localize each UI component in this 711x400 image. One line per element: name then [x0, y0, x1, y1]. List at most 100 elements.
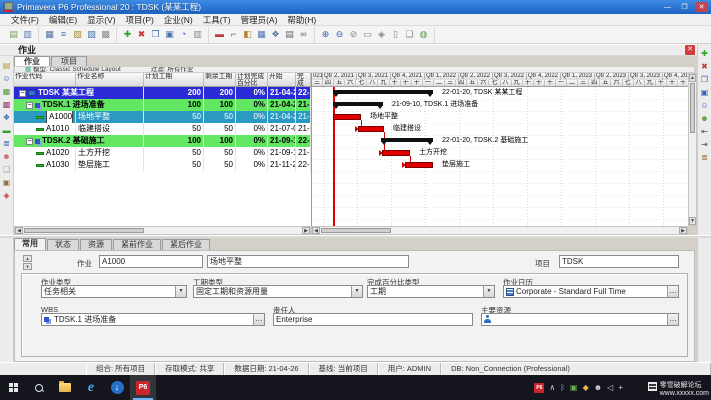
zoom-out-icon[interactable]: ⊖	[335, 29, 344, 39]
task-bar[interactable]	[382, 150, 410, 156]
timescale-month-21[interactable]: 十	[545, 80, 556, 86]
task-bar[interactable]	[333, 114, 361, 120]
wbs-view-icon[interactable]: ❖	[2, 113, 11, 122]
timescale-month-24[interactable]: 三	[578, 80, 590, 86]
activities-view-icon[interactable]: ▬	[2, 126, 11, 135]
timescale-quarter-3[interactable]: Qtr 4, 2021	[391, 73, 425, 80]
column-header-0[interactable]: 作业代码	[14, 73, 76, 86]
collapse-toggle-icon[interactable]: −	[26, 137, 33, 145]
scroll-right-icon[interactable]: ▶	[302, 227, 310, 234]
primary-resource-field[interactable]: …	[481, 313, 679, 326]
dropdown-arrow-icon[interactable]: ▼	[351, 286, 362, 297]
timescale-month-29[interactable]: 八	[634, 80, 645, 86]
minimize-button[interactable]: —	[664, 3, 671, 11]
activity-spinner[interactable]: ▲ ▼	[23, 255, 32, 270]
column-header-6[interactable]: 完成	[296, 73, 311, 86]
activity-steps-icon[interactable]: ≣	[701, 153, 708, 162]
scroll-thumb[interactable]	[321, 228, 391, 233]
open-layout-icon[interactable]: ▤	[9, 29, 18, 39]
menu-item-7[interactable]: 帮助(H)	[287, 14, 317, 25]
timescale-month-14[interactable]: 五	[467, 80, 479, 86]
assign-successors-icon[interactable]: ⇥	[701, 140, 708, 149]
timescale-month-6[interactable]: 九	[378, 80, 390, 86]
column-header-5[interactable]: 开始	[268, 73, 296, 86]
timescale-month-25[interactable]: 四	[589, 80, 601, 86]
timescale-month-0[interactable]: 三	[312, 80, 323, 86]
assignments-view-icon[interactable]: ≣	[3, 139, 10, 148]
layout-options-icon[interactable]: ▨	[87, 29, 96, 39]
timescale-month-5[interactable]: 八	[367, 80, 379, 86]
summary-bar[interactable]	[333, 90, 433, 94]
table-font-icon[interactable]: ▩	[101, 29, 110, 39]
split-view-icon[interactable]: ▯	[393, 29, 398, 39]
documents-view-icon[interactable]: ❏	[2, 165, 11, 174]
browse-button[interactable]: …	[667, 286, 678, 297]
details-tab-4[interactable]: 紧后作业	[162, 239, 210, 250]
menu-item-4[interactable]: 企业(N)	[163, 14, 193, 25]
task-bar[interactable]	[405, 162, 433, 168]
user-tray-icon[interactable]: ☻	[593, 382, 603, 392]
timescale-month-10[interactable]: 一	[423, 80, 434, 86]
timescale-month-33[interactable]: 十	[678, 80, 688, 86]
p6-tray-icon[interactable]: P6	[534, 382, 545, 393]
activity-type-select[interactable]: 任务相关 ▼	[41, 285, 187, 298]
duration-type-select[interactable]: 固定工期和资源用量 ▼	[193, 285, 363, 298]
gantt-body[interactable]: 22-01-20, TDSK 某某工程 21-09-10, TDSK.1 进场准备…	[312, 87, 688, 226]
task-bar[interactable]	[358, 126, 384, 132]
percent-type-select[interactable]: 工期 ▼	[367, 285, 495, 298]
tray-arrow-icon[interactable]: ∧	[549, 382, 556, 392]
paste-icon[interactable]: ▣	[165, 29, 174, 39]
filters-icon[interactable]: ▧	[73, 29, 82, 39]
timescale-month-2[interactable]: 五	[334, 80, 346, 86]
timescale-month-16[interactable]: 七	[489, 80, 501, 86]
print-preview-icon[interactable]: ▥	[23, 29, 32, 39]
title-bar[interactable]: P6 Primavera P6 Professional 20 : TDSK (…	[0, 0, 711, 14]
timescale-quarter-6[interactable]: Qtr 3, 2022	[493, 73, 527, 80]
scroll-thumb[interactable]	[24, 228, 144, 233]
details-tab-2[interactable]: 资源	[80, 239, 112, 250]
columns-icon[interactable]: ▦	[45, 29, 54, 39]
timescale-month-18[interactable]: 九	[512, 80, 523, 86]
taskbar-download-app[interactable]: ↓	[104, 375, 130, 400]
gantt-horizontal-scrollbar[interactable]: ◀ ▶	[311, 226, 688, 235]
taskbar-file-explorer[interactable]	[52, 375, 78, 400]
details-tab-1[interactable]: 状态	[47, 239, 79, 250]
timescale-month-26[interactable]: 五	[600, 80, 612, 86]
maximize-button[interactable]: ❐	[681, 4, 688, 11]
dropdown-arrow-icon[interactable]: ▼	[175, 286, 186, 297]
timescale-month-17[interactable]: 八	[501, 80, 512, 86]
wbs-field[interactable]: TDSK.1 进场准备 …	[41, 313, 265, 326]
assign-resources-icon[interactable]: ☺	[700, 101, 709, 110]
activity-id-field[interactable]: A1000	[99, 255, 203, 268]
assign-predecessors-icon[interactable]: ⇤	[701, 127, 708, 136]
level-resources-icon[interactable]: ▥	[193, 29, 202, 39]
scroll-left-icon[interactable]: ◀	[15, 227, 23, 234]
menu-item-5[interactable]: 工具(T)	[202, 14, 231, 25]
timescale-quarter-2[interactable]: Qtr 3, 2021	[357, 73, 391, 80]
timescale-month-15[interactable]: 六	[478, 80, 490, 86]
timescale-month-13[interactable]: 四	[456, 80, 468, 86]
notification-icon[interactable]: ◆	[582, 382, 589, 392]
timescale-month-27[interactable]: 六	[611, 80, 623, 86]
timescale-quarter-7[interactable]: Qtr 4, 2022	[527, 73, 561, 80]
menu-item-1[interactable]: 编辑(E)	[48, 14, 78, 25]
timescale-month-32[interactable]: 十	[667, 80, 678, 86]
timescale-month-22[interactable]: 一	[556, 80, 568, 86]
browse-button[interactable]: …	[667, 314, 678, 325]
dropdown-arrow-icon[interactable]: ▼	[483, 286, 494, 297]
taskbar-search[interactable]	[26, 375, 52, 400]
scroll-right-icon[interactable]: ▶	[679, 227, 687, 234]
relationship-lines-icon[interactable]: ⌐	[230, 29, 237, 39]
taskbar-internet-explorer[interactable]: e	[78, 375, 104, 400]
copy-icon[interactable]: ❐	[151, 29, 160, 39]
projects-view-icon[interactable]: ▤	[2, 61, 11, 70]
bluetooth-icon[interactable]: ᛒ	[560, 382, 566, 392]
scroll-left-icon[interactable]: ◀	[312, 227, 320, 234]
timescale-quarter-8[interactable]: Qtr 1, 2023	[561, 73, 595, 80]
timescale-month-11[interactable]: 二	[434, 80, 446, 86]
paste-activity-icon[interactable]: ▣	[700, 88, 709, 97]
